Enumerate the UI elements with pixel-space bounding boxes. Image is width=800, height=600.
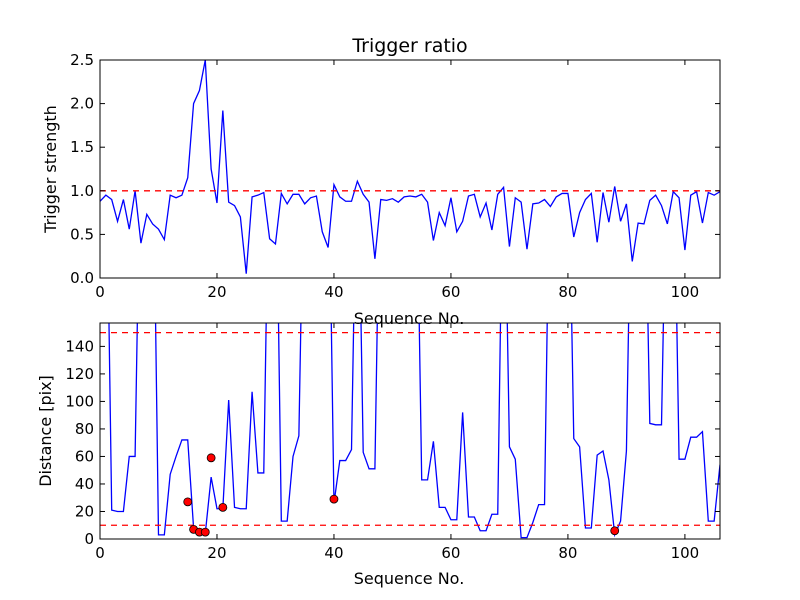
y-tick-label: 1.5	[70, 138, 94, 156]
y-tick-label: 1.0	[70, 182, 94, 200]
y-tick-label: 120	[65, 365, 94, 383]
y-tick-label: 0	[84, 530, 94, 548]
red-marker-6	[329, 494, 339, 504]
red-marker-3	[200, 527, 210, 537]
y-tick-label: 2.0	[70, 95, 94, 113]
y-tick-label: 40	[75, 475, 94, 493]
x-axis-label: Sequence No.	[354, 569, 465, 588]
red-marker-4	[206, 453, 216, 463]
plot-area: 0 20 40 60 80 100 0.0 0.5 1.0 1.5 2.0 2.5	[70, 51, 720, 301]
y-axis-label: Distance [pix]	[36, 375, 55, 487]
y-tick-label: 100	[65, 392, 94, 410]
y-tick-label: 2.5	[70, 51, 94, 69]
x-tick-label: 20	[207, 544, 226, 562]
x-tick-label: 40	[324, 283, 343, 301]
y-tick-label: 80	[75, 420, 94, 438]
axes-frame	[99, 322, 721, 540]
y-tick-label: 0.5	[70, 225, 94, 243]
red-marker-0	[183, 497, 193, 507]
y-tick-label: 140	[65, 337, 94, 355]
x-tick-label: 60	[441, 544, 460, 562]
red-marker-5	[218, 502, 228, 512]
x-tick-label: 0	[95, 544, 105, 562]
axes-frame	[99, 59, 721, 279]
trigger-ratio-panel: Trigger ratio Sequence No. Trigger stren…	[41, 35, 721, 328]
y-axis-label: Trigger strength	[41, 105, 60, 234]
distance-panel: Sequence No. Distance [pix] 0 20 40 60 80 100…	[36, 322, 721, 588]
x-axis-label: Sequence No.	[354, 309, 465, 328]
x-tick-label: 100	[671, 283, 700, 301]
series-line-0	[100, 60, 720, 274]
y-tick-label: 60	[75, 447, 94, 465]
plot-area: 0 20 40 60 80 100 0 20 40 60 80 100 120 140	[65, 323, 720, 562]
x-tick-label: 40	[324, 544, 343, 562]
x-tick-label: 100	[671, 544, 700, 562]
red-marker-7	[610, 526, 620, 536]
x-tick-label: 80	[558, 544, 577, 562]
chart-title: Trigger ratio	[351, 35, 467, 57]
y-tick-label: 20	[75, 502, 94, 520]
x-tick-label: 80	[558, 283, 577, 301]
x-tick-label: 20	[207, 283, 226, 301]
x-tick-label: 60	[441, 283, 460, 301]
y-tick-label: 0.0	[70, 269, 94, 287]
x-tick-label: 0	[95, 283, 105, 301]
